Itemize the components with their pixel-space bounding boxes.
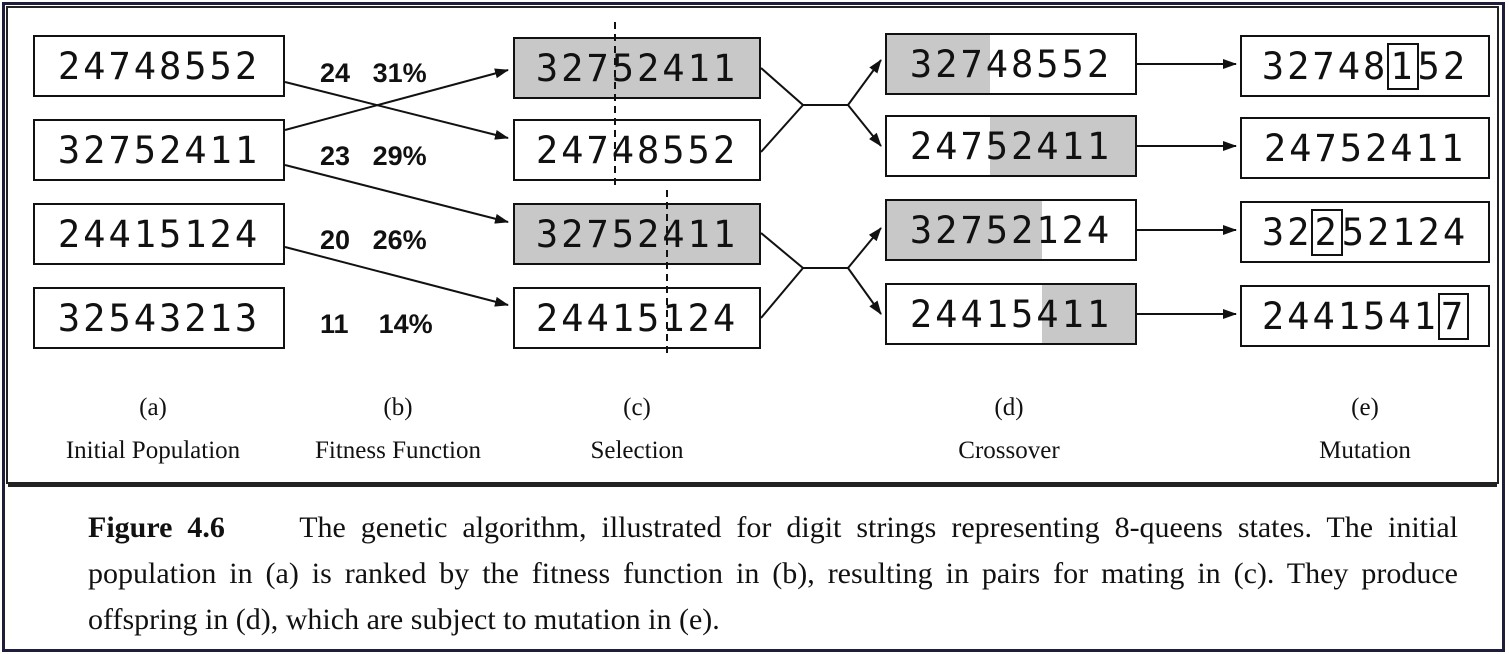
caption-divider (8, 484, 1497, 487)
crossover-value: 32752124 (909, 208, 1113, 252)
figure-caption: Figure 4.6 The genetic algorithm, illust… (88, 505, 1458, 643)
population-box-1: 24748552 (33, 35, 285, 97)
crossover-value: 24752411 (909, 124, 1113, 168)
fitness-row-3: 20 26% (320, 225, 427, 256)
label-d-name: Crossover (958, 437, 1060, 464)
fitness-score: 11 (320, 309, 349, 339)
mutation-suffix: 52 (1417, 44, 1469, 88)
mutation-prefix: 32 (1261, 210, 1313, 254)
label-e-letter: (e) (1351, 394, 1379, 421)
selection-box-1: 32752411 (513, 37, 761, 99)
mutation-suffix: 52124 (1341, 210, 1469, 254)
selection-box-2: 24748552 (513, 119, 761, 181)
population-box-3: 24415124 (33, 203, 285, 265)
label-d-letter: (d) (994, 394, 1024, 421)
diagram-panel (6, 6, 1499, 484)
fitness-score: 23 (320, 141, 351, 171)
crossover-value: 24415411 (909, 292, 1113, 336)
caption-text: The genetic algorithm, illustrated for d… (88, 511, 1458, 636)
crossover-box-1: 32748552 (885, 33, 1137, 95)
label-c-name: Selection (590, 437, 684, 464)
mutation-box-1: 32748152 (1240, 35, 1490, 97)
selection-value: 32752411 (535, 212, 739, 256)
label-b-name: Fitness Function (315, 437, 481, 464)
selection-value: 32752411 (535, 46, 739, 90)
mutation-prefix: 2441541 (1261, 294, 1439, 338)
crossover-box-3: 32752124 (885, 199, 1137, 261)
fitness-percent: 31% (372, 58, 427, 88)
figure-number: Figure 4.6 (88, 511, 225, 544)
mutation-prefix: 32748 (1261, 44, 1389, 88)
mutated-digit: 1 (1387, 42, 1419, 90)
selection-value: 24415124 (535, 296, 739, 340)
population-box-4: 32543213 (33, 287, 285, 349)
fitness-score: 20 (320, 225, 351, 255)
population-value: 32752411 (57, 128, 261, 172)
label-a-letter: (a) (139, 394, 167, 421)
fitness-percent: 14% (378, 309, 433, 339)
mutated-digit: 7 (1437, 292, 1470, 340)
mutated-digit: 2 (1311, 208, 1343, 256)
selection-box-4: 24415124 (513, 287, 761, 349)
fitness-percent: 26% (372, 225, 427, 255)
mutation-value: 24752411 (1263, 126, 1467, 170)
fitness-row-4: 11 14% (320, 309, 433, 340)
label-a-name: Initial Population (65, 437, 241, 464)
population-value: 24415124 (57, 212, 261, 256)
fitness-percent: 29% (372, 141, 427, 171)
mutation-box-2: 24752411 (1240, 117, 1490, 179)
label-c-letter: (c) (623, 394, 651, 421)
crossover-box-4: 24415411 (885, 283, 1137, 345)
label-e-name: Mutation (1319, 437, 1411, 464)
label-b-letter: (b) (383, 394, 413, 421)
selection-box-3: 32752411 (513, 203, 761, 265)
crossover-value: 32748552 (909, 42, 1113, 86)
crossover-box-2: 24752411 (885, 115, 1137, 177)
mutation-box-4: 24415417 (1240, 285, 1490, 347)
mutation-box-3: 32252124 (1240, 201, 1490, 263)
population-box-2: 32752411 (33, 119, 285, 181)
population-value: 24748552 (57, 44, 261, 88)
fitness-score: 24 (320, 58, 351, 88)
selection-value: 24748552 (535, 128, 739, 172)
fitness-row-2: 23 29% (320, 141, 427, 172)
fitness-row-1: 24 31% (320, 58, 427, 89)
population-value: 32543213 (57, 296, 261, 340)
